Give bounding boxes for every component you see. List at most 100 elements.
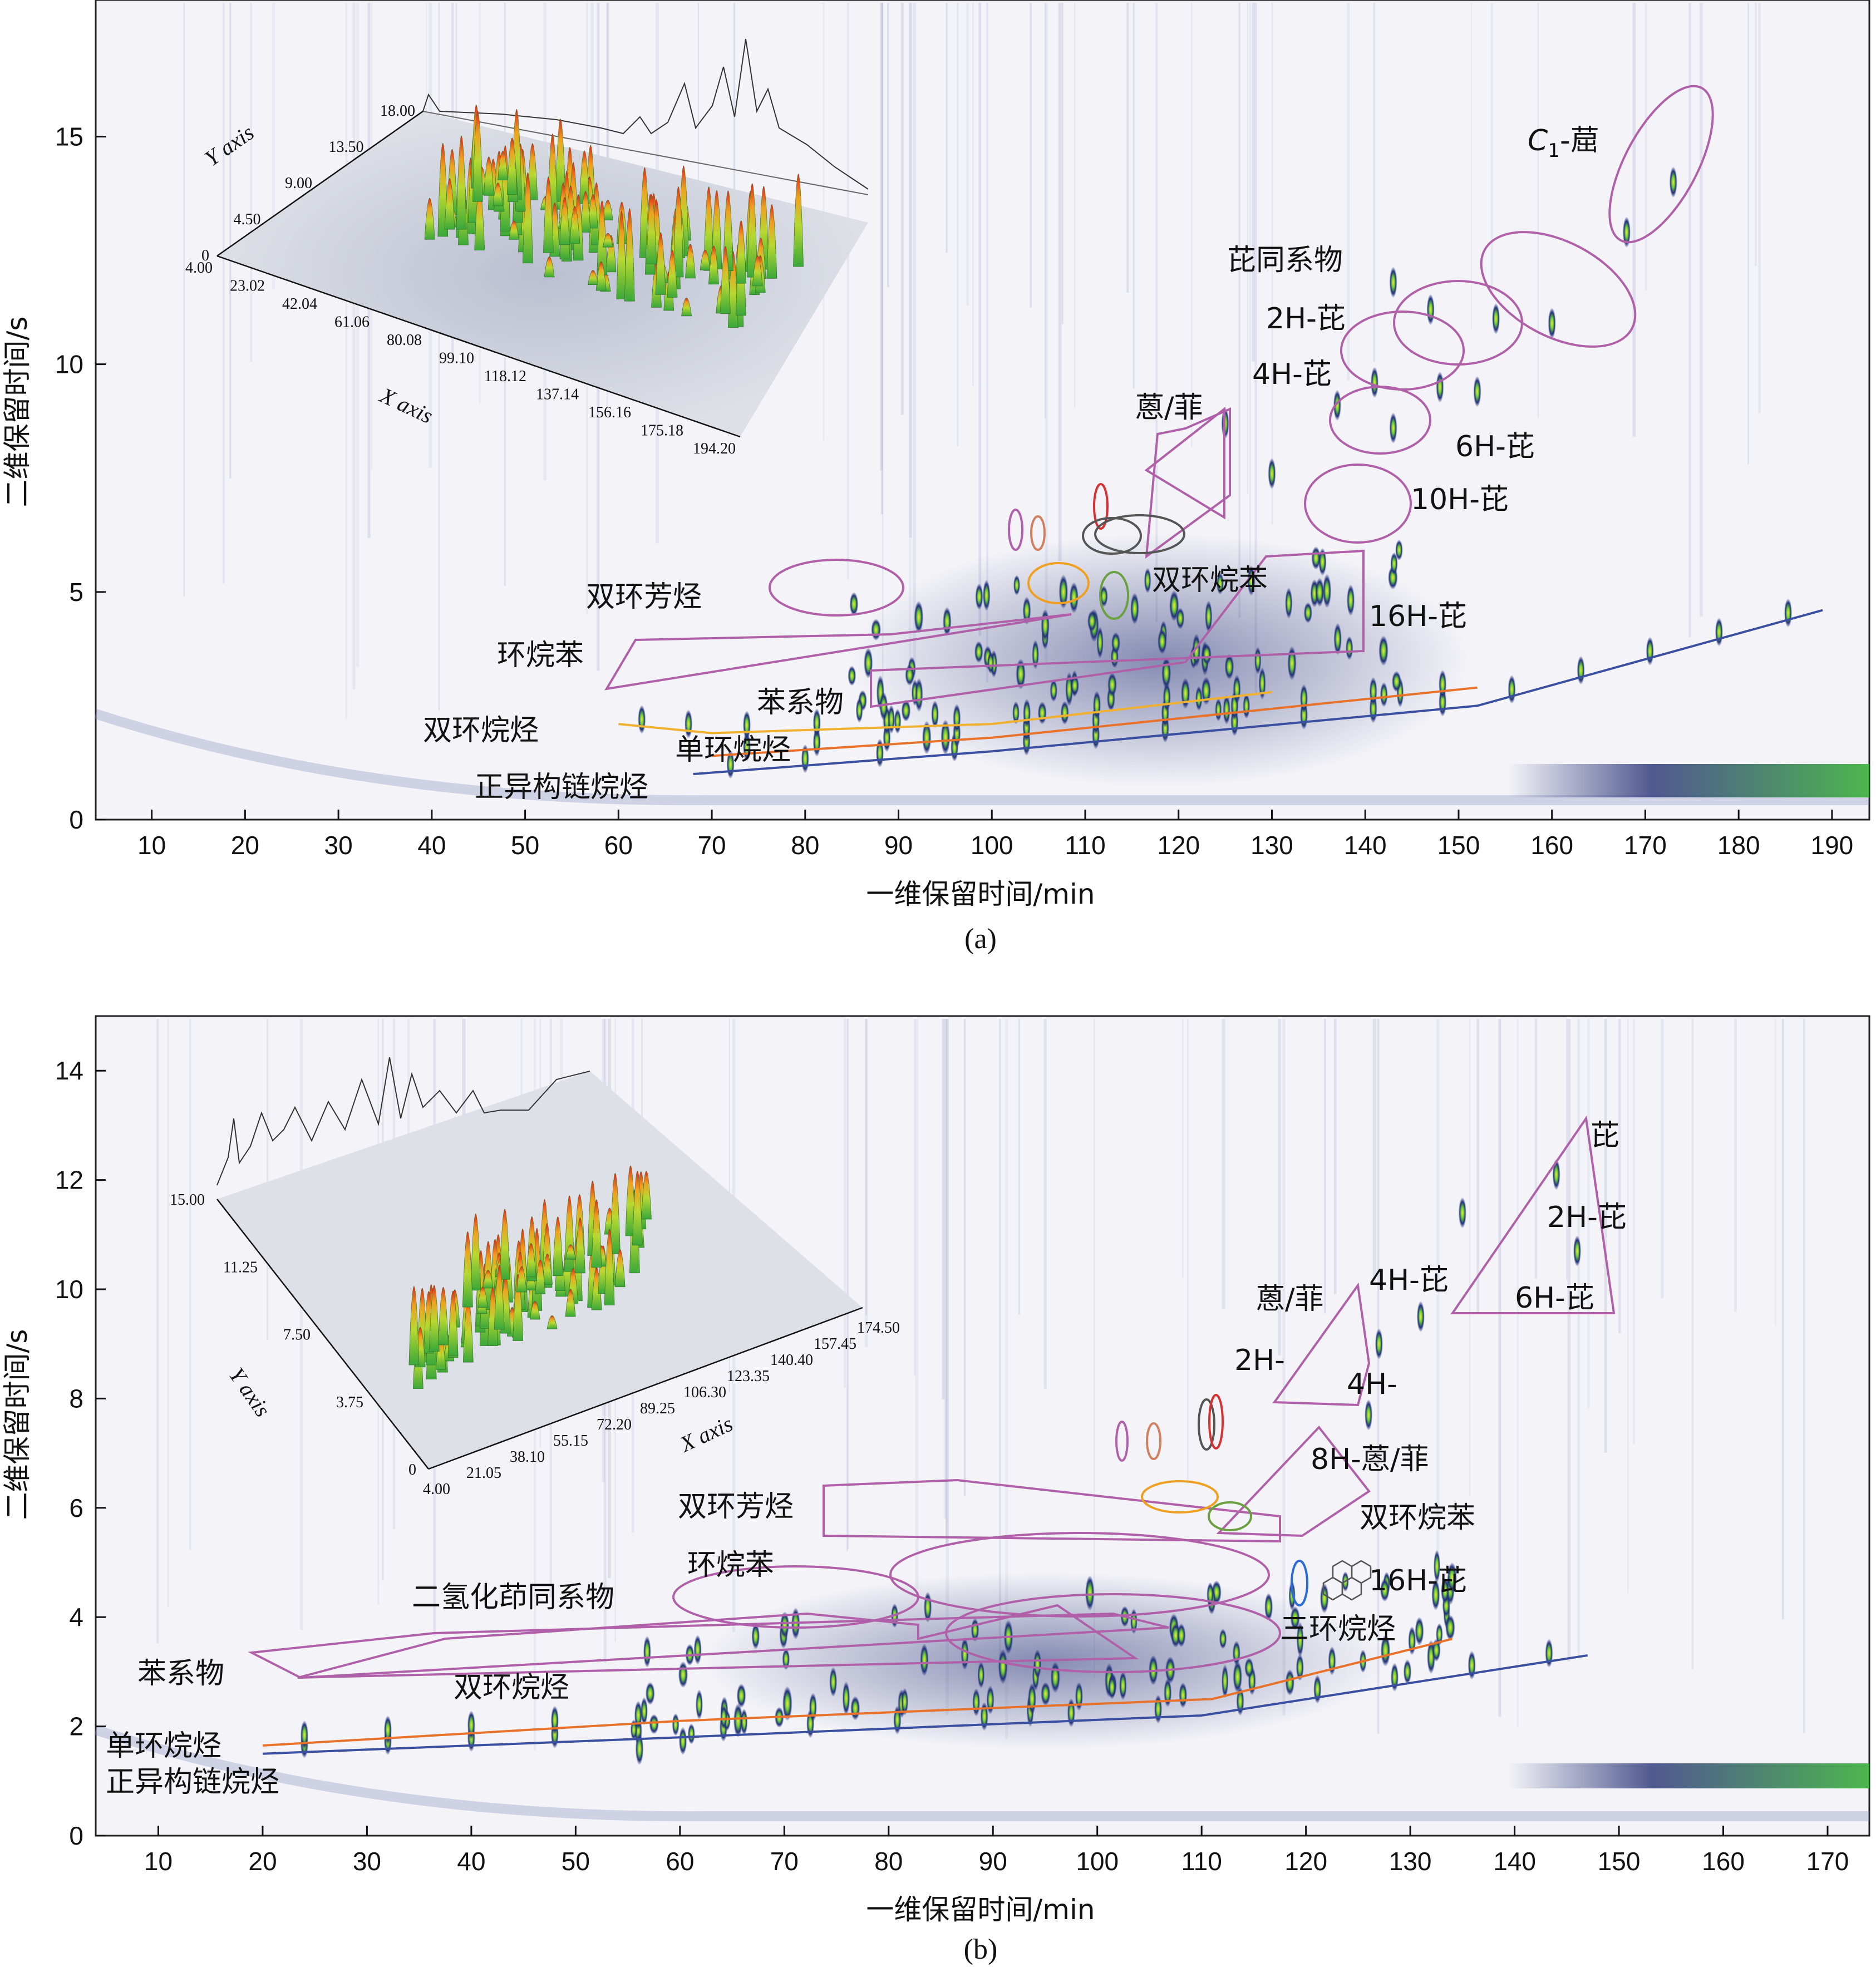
- streak: [1058, 3, 1062, 561]
- peak-spot: [943, 607, 952, 637]
- label-16h-pyrene: 16H-芘: [1369, 1564, 1467, 1598]
- peak-spot: [1299, 684, 1308, 713]
- inset-peak: [752, 255, 763, 287]
- label-cycloalkylbenzene: 环烷苯: [687, 1549, 774, 1582]
- peak-spot: [1111, 632, 1121, 654]
- peak-spot: [782, 1648, 790, 1670]
- peak-spot: [1669, 166, 1677, 198]
- streak: [846, 1019, 848, 1551]
- peak-spot: [687, 1723, 695, 1744]
- y-tick-label: 2: [69, 1712, 83, 1741]
- outline-pyrenes: [1450, 1115, 1616, 1314]
- peak-spot: [1041, 609, 1050, 642]
- inset-peak: [546, 1315, 558, 1329]
- label-6h-pyrene: 6H-芘: [1515, 1281, 1594, 1315]
- series-line: [618, 691, 1272, 734]
- streak: [356, 3, 359, 668]
- inset-peak: [456, 135, 467, 230]
- peak-spot: [1441, 1577, 1449, 1604]
- streak: [1627, 1019, 1629, 1593]
- y-tick-label: 0: [69, 805, 83, 834]
- peak-spot: [1096, 626, 1104, 659]
- peak-spot: [1415, 1616, 1424, 1646]
- peak-spot: [720, 1705, 727, 1729]
- peak-spot: [1119, 1671, 1127, 1700]
- streak: [1190, 3, 1193, 447]
- molecule-icon: [1322, 1560, 1372, 1601]
- peak-spot: [953, 703, 961, 733]
- baseline-band: [94, 1725, 1869, 1822]
- peak-spot: [1144, 568, 1151, 594]
- streak: [946, 1019, 949, 1546]
- streak: [1323, 1019, 1326, 1314]
- peak-spot: [901, 699, 911, 722]
- label-monocycloalkanes: 单环烷烃: [675, 733, 791, 767]
- x-tick-label: 90: [979, 1847, 1007, 1876]
- streak: [299, 1019, 303, 1630]
- streak: [1044, 3, 1046, 418]
- label-bicycloalkanes: 双环烷烃: [454, 1671, 569, 1704]
- streak: [1587, 1019, 1590, 1408]
- peak-spot: [931, 700, 939, 728]
- series-lines: [262, 1638, 1588, 1755]
- inset-peak: [632, 1170, 643, 1246]
- peak-spot: [1215, 698, 1222, 722]
- streak: [1045, 3, 1048, 664]
- x-tick-label: 110: [1181, 1847, 1222, 1876]
- outline-c1-chrysene: [1608, 85, 1714, 244]
- inset-tick-label: 55.15: [553, 1432, 588, 1450]
- streak: [966, 3, 969, 305]
- peak-spot: [1130, 593, 1139, 625]
- label-benzenes: 苯系物: [757, 686, 844, 719]
- peak-spot: [941, 719, 951, 755]
- peak-spot: [1033, 1649, 1042, 1679]
- inset-peak: [444, 178, 455, 230]
- peak-spot: [1328, 1646, 1336, 1675]
- x-tick-labels: 10 20 30 40 50 60 70 80 90 100 110 120 130 140 150 160 1…: [144, 1826, 1849, 1876]
- streak: [1491, 3, 1493, 292]
- panel-caption-b: (b): [964, 1934, 998, 1965]
- inset-peak: [522, 172, 533, 264]
- peak-spot: [1158, 628, 1167, 654]
- inset-peak: [552, 1216, 563, 1276]
- peak-spot: [1573, 1235, 1582, 1267]
- y-tick-label: 12: [55, 1166, 83, 1195]
- label-pyrene: 芘: [1591, 1119, 1619, 1152]
- peak-spot: [905, 664, 914, 686]
- column-bleed: [1508, 764, 1869, 797]
- streak: [880, 3, 883, 515]
- streak: [882, 3, 884, 727]
- streak: [914, 1019, 916, 1376]
- x-tick-label: 170: [1806, 1847, 1849, 1876]
- inset-peak: [559, 196, 570, 245]
- inset-peak: [508, 220, 519, 240]
- peak-spot: [672, 1713, 680, 1736]
- peak-spot: [1285, 587, 1293, 619]
- series-line: [262, 1654, 1588, 1755]
- streak: [1372, 1019, 1376, 1281]
- peak-spot: [1458, 1197, 1466, 1229]
- outline-cycloalkylbenzene: [604, 613, 1072, 691]
- peak-spot: [1492, 303, 1500, 334]
- peak-spot: [1016, 658, 1026, 689]
- inset-peak: [667, 249, 678, 298]
- peak-spot: [1545, 1639, 1553, 1668]
- label-cycloalkylbenzene: 环烷苯: [497, 639, 584, 672]
- outline-bicyclic-aromatics: [769, 559, 904, 617]
- x-tick-label: 120: [1157, 831, 1200, 860]
- label-bicycloalkylbenzene: 双环烷苯: [1360, 1501, 1475, 1535]
- streak: [1758, 3, 1761, 413]
- peak-spot: [1022, 596, 1031, 625]
- peak-spot: [1161, 657, 1171, 689]
- streak: [1754, 3, 1757, 266]
- x-tick-label: 60: [666, 1847, 694, 1876]
- inset-peak: [544, 257, 555, 278]
- peak-spot: [982, 579, 991, 612]
- peak-spot: [987, 652, 994, 674]
- peak-spot: [635, 1733, 644, 1766]
- inset-tick-label: 156.16: [588, 404, 631, 421]
- peak-spot: [888, 704, 895, 734]
- inset-peak: [588, 270, 599, 285]
- peak-spot: [300, 1720, 308, 1749]
- inset-peak: [655, 232, 666, 295]
